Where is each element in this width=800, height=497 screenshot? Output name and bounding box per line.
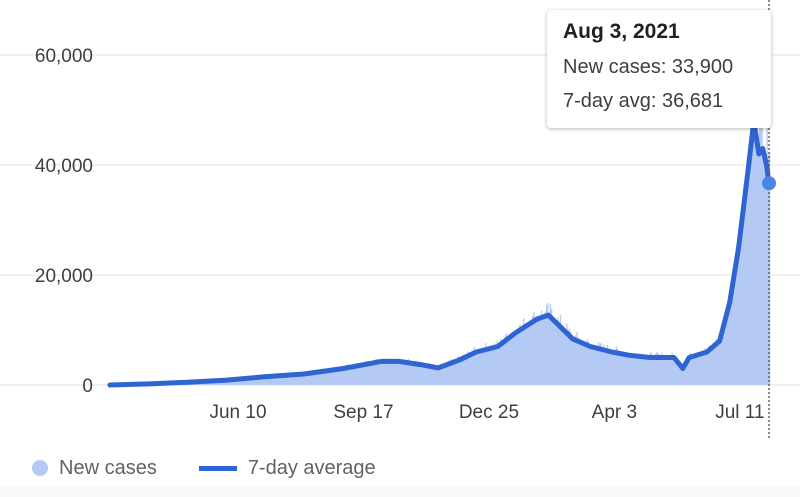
x-tick-label: Sep 17 bbox=[333, 402, 393, 423]
tooltip-seven-day-avg: 7-day avg: 36,681 bbox=[563, 90, 724, 112]
x-tick-label: Apr 3 bbox=[592, 402, 637, 423]
x-axis-ticks: Jun 10 Sep 17 Dec 25 Apr 3 Jul 11 bbox=[209, 402, 764, 423]
x-tick-label: Jun 10 bbox=[209, 402, 266, 423]
new-cases-area bbox=[110, 121, 769, 385]
hover-point-marker[interactable] bbox=[762, 176, 776, 191]
x-tick-label: Dec 25 bbox=[459, 402, 519, 423]
tooltip-date: Aug 3, 2021 bbox=[563, 20, 680, 43]
new-cases-legend-swatch bbox=[32, 460, 48, 476]
new-cases-legend-label[interactable]: New cases bbox=[59, 456, 157, 479]
y-tick-label: 20,000 bbox=[35, 266, 93, 287]
hover-tooltip: Aug 3, 2021 New cases: 33,900 7-day avg:… bbox=[547, 10, 771, 128]
seven-day-average-line bbox=[107, 118, 772, 388]
y-tick-label: 40,000 bbox=[35, 156, 93, 177]
average-legend-label[interactable]: 7-day average bbox=[247, 456, 376, 479]
y-axis-ticks: 0 20,000 40,000 60,000 bbox=[35, 46, 93, 397]
x-tick-label: Jul 11 bbox=[715, 402, 764, 423]
y-tick-label: 60,000 bbox=[35, 46, 93, 67]
new-cases-bars bbox=[226, 100, 771, 386]
chart-legend: New cases 7-day average bbox=[32, 456, 376, 480]
average-legend-swatch bbox=[198, 465, 237, 471]
bottom-strip bbox=[0, 486, 800, 497]
tooltip-new-cases: New cases: 33,900 bbox=[563, 56, 734, 78]
y-tick-label: 0 bbox=[82, 376, 93, 397]
